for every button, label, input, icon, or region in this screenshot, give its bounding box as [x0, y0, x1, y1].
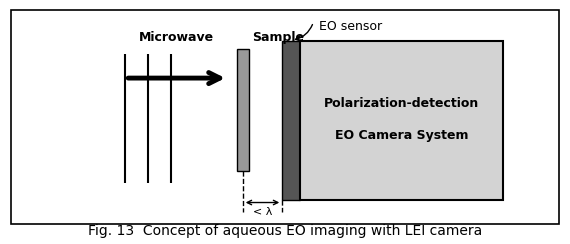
- Text: Sample: Sample: [252, 31, 304, 44]
- Bar: [11, 10, 559, 224]
- Bar: [237, 49, 249, 171]
- Bar: [282, 41, 300, 200]
- Text: EO Camera System: EO Camera System: [335, 129, 469, 142]
- Text: < λ: < λ: [253, 207, 272, 217]
- Bar: [300, 41, 503, 200]
- Text: Microwave: Microwave: [139, 31, 214, 44]
- Text: Fig. 13  Concept of aqueous EO imaging with LEI camera: Fig. 13 Concept of aqueous EO imaging wi…: [88, 224, 482, 238]
- Text: EO sensor: EO sensor: [319, 20, 382, 32]
- Text: Polarization-detection: Polarization-detection: [324, 97, 479, 110]
